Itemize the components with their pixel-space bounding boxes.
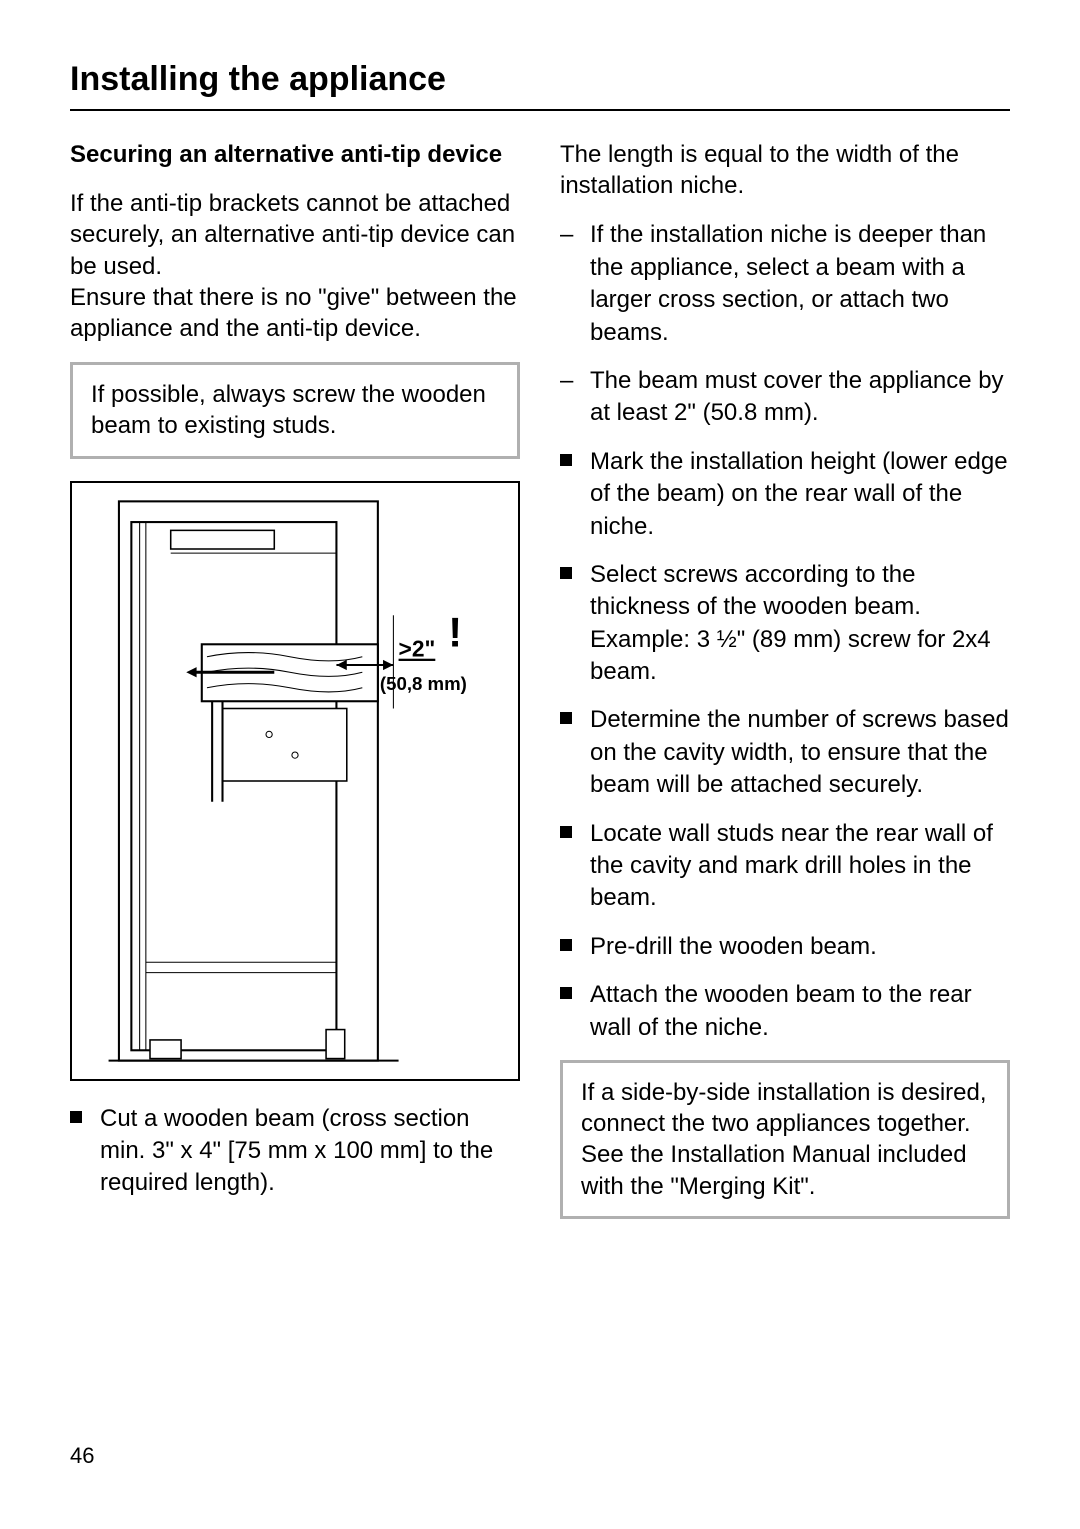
list-item: Select screws according to the thickness…: [560, 559, 1010, 689]
left-column: Securing an alternative anti-tip device …: [70, 139, 520, 1241]
list-item: Locate wall studs near the rear wall of …: [560, 818, 1010, 915]
dash-list: If the installation niche is deeper than…: [560, 219, 1010, 429]
list-item: If the installation niche is deeper than…: [560, 219, 1010, 349]
list-item: Attach the wooden beam to the rear wall …: [560, 979, 1010, 1044]
right-intro: The length is equal to the width of the …: [560, 139, 1010, 201]
section-subheading: Securing an alternative anti-tip device: [70, 139, 520, 170]
diagram-label-bottom: (50,8 mm): [380, 672, 467, 693]
list-item: The beam must cover the appliance by at …: [560, 365, 1010, 430]
list-item: Mark the installation height (lower edge…: [560, 446, 1010, 543]
right-bullet-list: Mark the installation height (lower edge…: [560, 446, 1010, 1044]
list-item: Pre-drill the wooden beam.: [560, 931, 1010, 963]
content-columns: Securing an alternative anti-tip device …: [70, 139, 1010, 1241]
right-column: The length is equal to the width of the …: [560, 139, 1010, 1241]
left-bullet-list: Cut a wooden beam (cross section min. 3"…: [70, 1103, 520, 1200]
list-item: Cut a wooden beam (cross section min. 3"…: [70, 1103, 520, 1200]
anti-tip-diagram: >2" ! (50,8 mm): [70, 481, 520, 1081]
page-title: Installing the appliance: [70, 60, 1010, 99]
page-number: 46: [70, 1443, 94, 1469]
diagram-label-top: >2": [399, 635, 436, 661]
intro-paragraph: If the anti-tip brackets cannot be attac…: [70, 188, 520, 344]
diagram-warning-icon: !: [448, 609, 462, 655]
tip-box-studs: If possible, always screw the wooden bea…: [70, 362, 520, 458]
list-item: Determine the number of screws based on …: [560, 704, 1010, 801]
title-block: Installing the appliance: [70, 60, 1010, 111]
tip-box-merging-kit: If a side-by-side installation is desire…: [560, 1060, 1010, 1219]
